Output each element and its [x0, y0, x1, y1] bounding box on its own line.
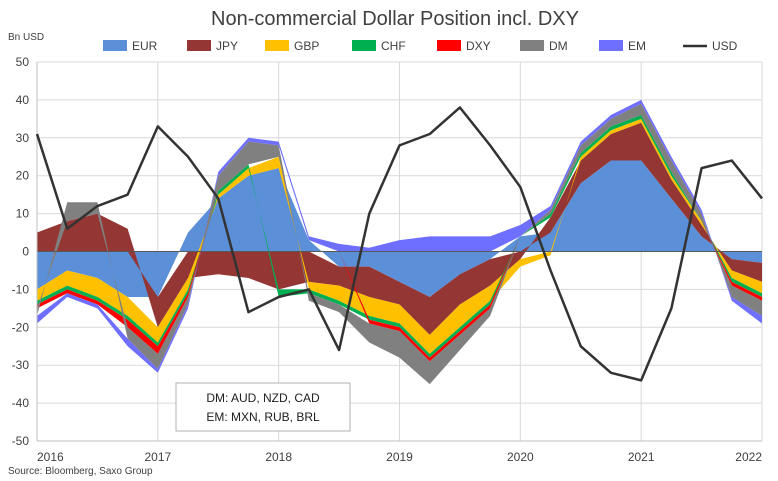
x-tick-label: 2022: [735, 450, 762, 464]
legend-swatch: [187, 40, 211, 51]
legend-label: DM: [549, 39, 568, 53]
legend-swatch: [599, 40, 623, 51]
x-tick-label: 2016: [37, 450, 64, 464]
y-tick-labels: -50 -40 -30 -20 -10 0 10 20 30 40 50: [12, 55, 30, 448]
y-tick-label: 0: [22, 245, 29, 259]
y-axis-unit-label: Bn USD: [8, 32, 44, 43]
axes: [36, 62, 762, 442]
legend-item-em: EM: [599, 39, 646, 53]
legend-label: EM: [628, 39, 646, 53]
x-tick-label: 2018: [265, 450, 292, 464]
x-tick-label: 2021: [628, 450, 655, 464]
y-tick-label: -50: [12, 434, 30, 448]
area-series-gbp: [37, 118, 762, 354]
x-tick-label: 2019: [386, 450, 413, 464]
legend-item-gbp: GBP: [265, 39, 319, 53]
legend-label: DXY: [466, 39, 491, 53]
annotation-box: DM: AUD, NZD, CAD EM: MXN, RUB, BRL: [175, 382, 351, 432]
legend: EUR JPY GBP CHF DXY DM EM USD: [103, 39, 738, 53]
legend-label: USD: [712, 39, 738, 53]
legend-item-usd: USD: [683, 39, 738, 53]
legend-label: GBP: [294, 39, 319, 53]
area-series-group: [37, 99, 762, 385]
y-tick-label: -10: [12, 282, 30, 296]
y-tick-label: 10: [16, 207, 30, 221]
legend-swatch: [352, 40, 376, 51]
legend-item-dxy: DXY: [437, 39, 491, 53]
x-tick-labels: 2016 2017 2018 2019 2020 2021 2022: [37, 450, 762, 464]
legend-item-dm: DM: [520, 39, 568, 53]
legend-swatch: [265, 40, 289, 51]
y-tick-label: -30: [12, 358, 30, 372]
legend-label: EUR: [132, 39, 158, 53]
annotation-line-1: DM: AUD, NZD, CAD: [206, 391, 320, 405]
y-tick-label: 20: [16, 169, 30, 183]
legend-swatch: [103, 40, 127, 51]
legend-item-eur: EUR: [103, 39, 158, 53]
area-series-eur: [37, 160, 762, 297]
line-series-usd: [35, 106, 763, 382]
legend-item-chf: CHF: [352, 39, 406, 53]
area-series-jpy: [37, 122, 762, 335]
annotation-line-2: EM: MXN, RUB, BRL: [206, 410, 320, 424]
legend-label: CHF: [381, 39, 406, 53]
annotation-background: [175, 382, 351, 432]
y-tick-label: 30: [16, 131, 30, 145]
source-note: Source: Bloomberg, Saxo Group: [8, 466, 153, 477]
usd-line-group: [35, 106, 763, 382]
legend-swatch: [520, 40, 544, 51]
y-tick-label: 40: [16, 93, 30, 107]
y-tick-label: -40: [12, 396, 30, 410]
legend-swatch: [437, 40, 461, 51]
x-tick-label: 2017: [144, 450, 171, 464]
legend-label: JPY: [216, 39, 238, 53]
x-tick-label: 2020: [507, 450, 534, 464]
legend-item-jpy: JPY: [187, 39, 238, 53]
y-tick-label: 50: [16, 55, 30, 69]
y-tick-label: -20: [12, 320, 30, 334]
chart-title: Non-commercial Dollar Position incl. DXY: [211, 8, 579, 30]
